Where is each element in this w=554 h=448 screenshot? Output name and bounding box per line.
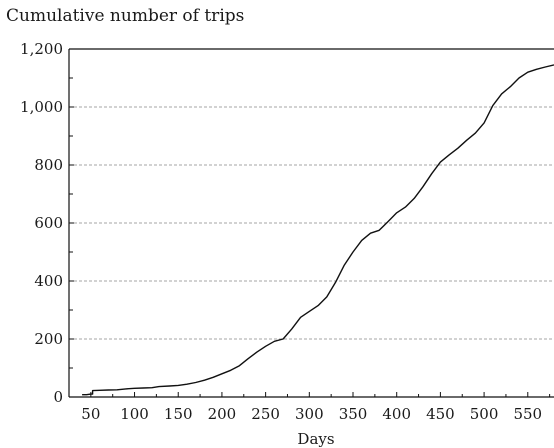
x-tick-label: 350 — [339, 405, 368, 423]
chart-title: Cumulative number of trips — [6, 6, 245, 26]
x-tick-label: 100 — [120, 405, 149, 423]
x-tick-label: 400 — [382, 405, 411, 423]
y-tick-label: 800 — [34, 156, 63, 174]
x-tick-label: 550 — [513, 405, 542, 423]
x-tick-label: 500 — [470, 405, 499, 423]
x-tick-label: 450 — [426, 405, 455, 423]
series-line-0 — [82, 64, 554, 396]
x-axis: 50 100 150 200 250 300 350 400 450 500 550 — [69, 392, 554, 423]
x-axis-label: Days — [297, 430, 334, 448]
y-tick-label: 200 — [34, 330, 63, 348]
y-tick-label: 600 — [34, 214, 63, 232]
y-tick-label: 1,000 — [20, 98, 63, 116]
plot-area — [82, 64, 554, 396]
x-tick-label: 50 — [81, 405, 100, 423]
y-axis: 0 200 400 600 800 1,000 1,200 — [20, 40, 554, 406]
y-tick-label: 400 — [34, 272, 63, 290]
x-tick-label: 300 — [295, 405, 324, 423]
x-tick-label: 200 — [208, 405, 237, 423]
y-tick-label: 0 — [53, 388, 63, 406]
x-tick-label: 250 — [251, 405, 280, 423]
grid — [69, 106, 554, 340]
x-tick-label: 150 — [164, 405, 193, 423]
y-tick-label: 1,200 — [20, 40, 63, 58]
